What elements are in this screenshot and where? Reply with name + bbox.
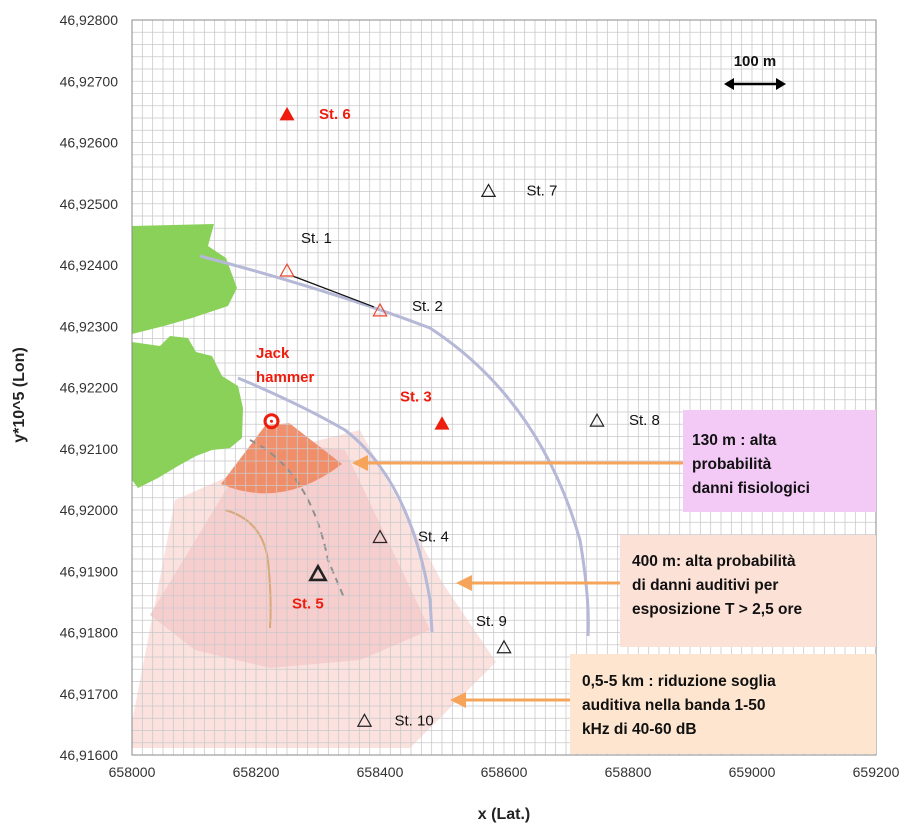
annotation-box-1 xyxy=(620,535,876,647)
annotation-box-0 xyxy=(683,410,876,512)
y-tick-label: 46,91700 xyxy=(60,686,119,702)
y-tick-label: 46,91600 xyxy=(60,747,119,763)
annotation-box-2 xyxy=(570,654,876,754)
station-label: St. 9 xyxy=(476,613,507,630)
zone-400m xyxy=(150,445,430,668)
x-tick-label: 658600 xyxy=(481,764,528,780)
station-marker xyxy=(279,262,295,277)
station-marker xyxy=(480,183,497,197)
scale-bar-label: 100 m xyxy=(734,53,777,70)
station-label: St. 2 xyxy=(412,298,443,315)
st1-st2-link xyxy=(292,275,375,308)
y-tick-label: 46,92400 xyxy=(60,257,119,273)
station-label: St. 7 xyxy=(527,183,558,200)
jack-hammer-label: Jack hammer xyxy=(256,345,315,386)
station-label: St. 5 xyxy=(292,595,324,612)
x-tick-label: 658000 xyxy=(109,764,156,780)
x-tick-label: 659000 xyxy=(729,764,776,780)
y-tick-label: 46,91900 xyxy=(60,563,119,579)
contour-brown xyxy=(224,509,272,629)
y-tick-label: 46,92500 xyxy=(60,196,119,212)
annotation-arrowhead xyxy=(352,455,368,471)
annotation-text: 400 m: alta probabilità di danni auditivi… xyxy=(632,553,803,618)
y-tick-label: 46,92800 xyxy=(60,12,119,28)
station-label: St. 6 xyxy=(319,106,351,123)
land-south xyxy=(132,336,243,488)
annotation-text: 130 m : alta probabilità danni fisiologici xyxy=(692,432,810,497)
plot-frame xyxy=(131,19,877,756)
y-tick-label: 46,92300 xyxy=(60,318,119,334)
station-marker xyxy=(434,416,450,430)
y-axis-title: y*10^5 (Lon) xyxy=(11,347,28,443)
station-marker xyxy=(372,529,388,544)
station-marker xyxy=(589,412,605,427)
annotation-arrowhead xyxy=(456,575,472,591)
y-tick-label: 46,92600 xyxy=(60,135,119,151)
x-axis-title: x (Lat.) xyxy=(478,806,530,823)
station-marker xyxy=(356,713,373,727)
contour-outer xyxy=(199,254,590,637)
scale-bar-arrow-left xyxy=(724,78,734,90)
station-marker xyxy=(496,639,512,654)
annotation-arrowhead xyxy=(450,692,466,708)
zone-130m xyxy=(221,423,342,494)
station-label: St. 4 xyxy=(418,529,449,546)
station-label: St. 3 xyxy=(400,388,432,405)
y-tick-label: 46,92200 xyxy=(60,380,119,396)
station-label: St. 10 xyxy=(395,712,434,729)
jack-hammer-marker xyxy=(263,413,280,430)
station-label: St. 8 xyxy=(629,412,660,429)
station-marker xyxy=(372,302,388,317)
station-marker xyxy=(279,106,295,121)
x-tick-label: 658400 xyxy=(357,764,404,780)
y-tick-label: 46,91800 xyxy=(60,625,119,641)
x-tick-label: 658800 xyxy=(605,764,652,780)
jack-hammer-center xyxy=(270,419,273,423)
contour-inner xyxy=(237,376,434,633)
land-north xyxy=(132,224,237,334)
annotation-text: 0,5-5 km : riduzione soglia auditiva nell… xyxy=(582,673,776,738)
y-tick-label: 46,92000 xyxy=(60,502,119,518)
station-marker xyxy=(308,563,328,582)
scale-bar-arrow-right xyxy=(776,78,786,90)
x-tick-label: 658200 xyxy=(233,764,280,780)
y-tick-label: 46,92700 xyxy=(60,73,119,89)
y-tick-label: 46,92100 xyxy=(60,441,119,457)
x-tick-label: 659200 xyxy=(853,764,900,780)
station-label: St. 1 xyxy=(301,230,332,247)
